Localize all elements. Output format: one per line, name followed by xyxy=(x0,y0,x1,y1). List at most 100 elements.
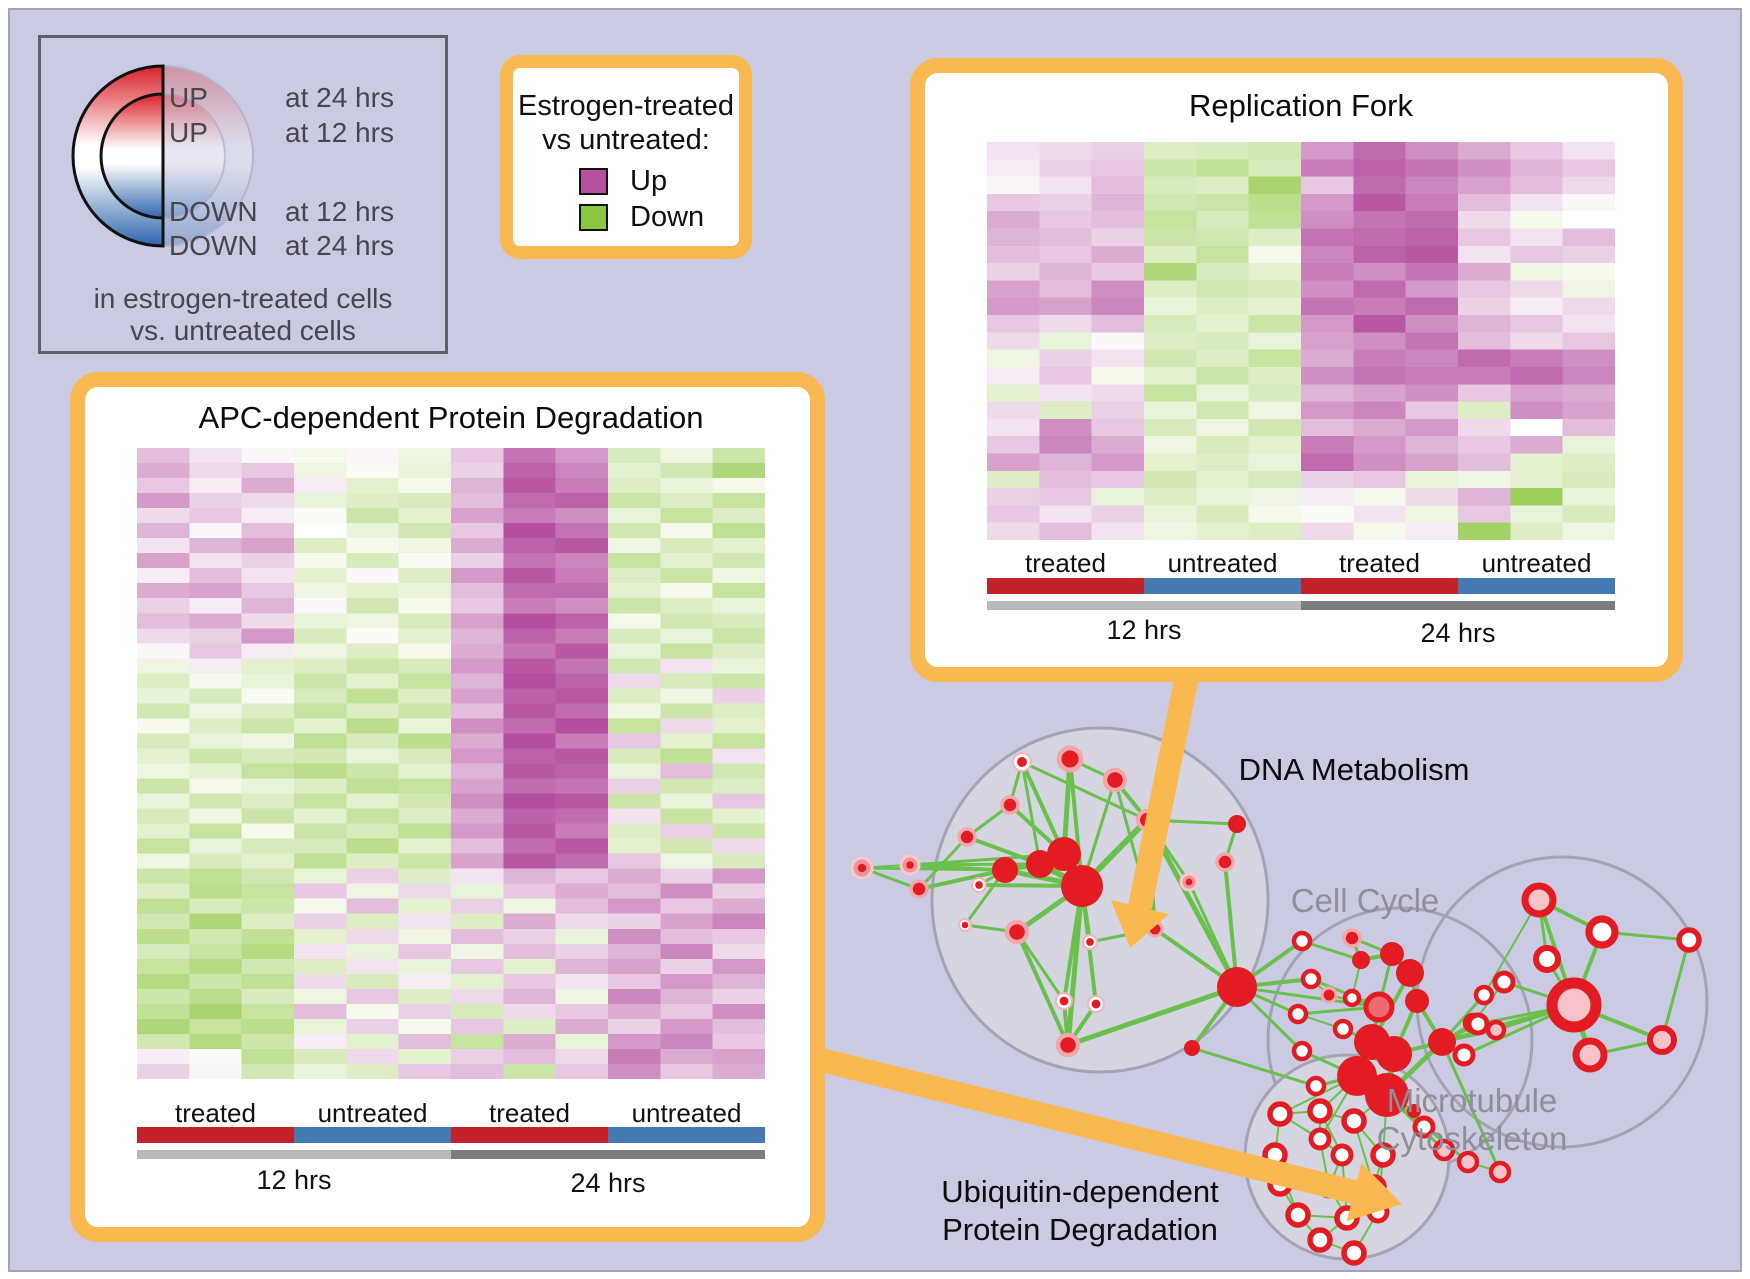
heatmap-cell xyxy=(503,688,557,704)
heatmap-cell xyxy=(503,838,557,855)
gene-node-white-ring-core xyxy=(1086,938,1094,946)
heatmap-cell xyxy=(137,748,190,764)
heatmap-cell xyxy=(137,463,190,479)
heatmap-cell xyxy=(712,988,765,1005)
heatmap-cell xyxy=(1301,453,1354,472)
heatmap-cell xyxy=(241,853,295,870)
heatmap-cell xyxy=(398,493,452,509)
heatmap-cell xyxy=(608,988,661,1005)
heatmap-cell xyxy=(1248,384,1302,403)
heatmap-cell xyxy=(712,748,765,764)
heatmap-cell xyxy=(1091,280,1145,299)
heatmap-cell xyxy=(1301,142,1354,160)
heatmap-cell xyxy=(294,493,347,509)
gene-node-red-ring-pink xyxy=(1456,1150,1480,1174)
heatmap-cell xyxy=(346,703,400,719)
heatmap-cell xyxy=(189,1033,243,1050)
heatmap-cell xyxy=(555,748,609,764)
heatmap-cell xyxy=(294,793,347,810)
heatmap-cell xyxy=(346,958,400,975)
heatmap-cell xyxy=(1562,366,1615,385)
heatmap-cell xyxy=(241,493,295,509)
heatmap-cell xyxy=(503,1003,557,1020)
heatmap-cell xyxy=(555,763,609,780)
heatmap-cell xyxy=(712,913,765,930)
cluster-label-microtubule-cytoskeleton: Cytoskeleton xyxy=(1377,1120,1568,1157)
gene-node-red xyxy=(1061,865,1103,907)
heatmap-cell xyxy=(1405,176,1459,195)
heatmap-cell xyxy=(189,703,243,719)
heatmap-cell xyxy=(660,658,714,674)
arrow-repfork-to-dna-shaft xyxy=(1128,634,1207,910)
heatmap-cell xyxy=(712,613,765,629)
heatmap-cell xyxy=(137,793,190,810)
heatmap-cell xyxy=(1144,211,1197,230)
heatmap-cell xyxy=(1301,384,1354,403)
heatmap-cell xyxy=(294,733,347,749)
heatmap-cell xyxy=(660,913,714,930)
heatmap-cell xyxy=(1039,263,1093,281)
heatmap-cell xyxy=(137,538,190,554)
heatmap-cell xyxy=(1091,401,1145,420)
heatmap-cell xyxy=(608,943,661,960)
heatmap-cell xyxy=(1301,505,1354,524)
heatmap-cell xyxy=(189,973,243,990)
heatmap-cell xyxy=(1353,245,1407,264)
heatmap-cell xyxy=(241,538,295,554)
heatmap-cell xyxy=(712,823,765,840)
legend-footer-line2: vs. untreated cells xyxy=(130,315,356,346)
heatmap-cell xyxy=(137,1063,190,1079)
gene-node-red-halo xyxy=(1055,1032,1081,1058)
heatmap-cell xyxy=(346,658,400,674)
heatmap-cell xyxy=(241,823,295,840)
heatmap-cell xyxy=(660,643,714,659)
heatmap-cell xyxy=(189,463,243,479)
heatmap-cell xyxy=(1405,315,1459,333)
heatmap-cell xyxy=(398,823,452,840)
heatmap-cell xyxy=(1353,176,1407,195)
heatmap-cell xyxy=(241,1003,295,1020)
cluster-label-cell-cycle: Cell Cycle xyxy=(1291,882,1440,919)
heatmap-cell xyxy=(1458,142,1511,160)
heatmap-cell xyxy=(1562,401,1615,420)
heatmap-cell xyxy=(987,488,1040,506)
gene-node-red-ring-white xyxy=(1267,1101,1293,1127)
heatmap-cell xyxy=(137,673,190,689)
heatmap-cell xyxy=(346,508,400,524)
heatmap-cell xyxy=(1091,349,1145,368)
heatmap-cell xyxy=(451,763,504,780)
heatmap-cell xyxy=(660,628,714,644)
heatmap-cell xyxy=(137,988,190,1005)
heatmap-cell xyxy=(987,159,1040,178)
heatmap-cell xyxy=(294,703,347,719)
gene-node-red-ring-pink xyxy=(1546,977,1602,1033)
heatmap-cell xyxy=(346,943,400,960)
heatmap-cell xyxy=(608,658,661,674)
heatmap-cell xyxy=(660,1018,714,1035)
heatmap-cell xyxy=(294,868,347,885)
heatmap-cell xyxy=(137,973,190,990)
heatmap-cell xyxy=(1510,332,1564,351)
heatmap-cell xyxy=(1196,522,1250,540)
apc-time-bars xyxy=(137,1150,765,1159)
heatmap-cell xyxy=(1562,349,1615,368)
heatmap-cell xyxy=(137,508,190,524)
heatmap-cell xyxy=(1405,505,1459,524)
heatmap-cell xyxy=(451,958,504,975)
heatmap-cell xyxy=(1562,176,1615,195)
heatmap-cell xyxy=(1510,193,1564,212)
apc-24hrs-label: 24 hrs xyxy=(570,1168,646,1198)
heatmap-cell xyxy=(503,973,557,990)
heatmap-cell xyxy=(294,598,347,614)
gene-node-red xyxy=(1184,1040,1200,1056)
heatmap-cell xyxy=(608,523,661,539)
gene-node-red-ring-white xyxy=(1285,1202,1311,1228)
heatmap-cell xyxy=(241,1033,295,1050)
heatmap-cell xyxy=(189,538,243,554)
heatmap-cell xyxy=(1301,193,1354,212)
heatmap-cell xyxy=(503,793,557,810)
heatmap-cell xyxy=(1405,488,1459,506)
heatmap-cell xyxy=(1196,297,1250,316)
heatmap-cell xyxy=(137,628,190,644)
